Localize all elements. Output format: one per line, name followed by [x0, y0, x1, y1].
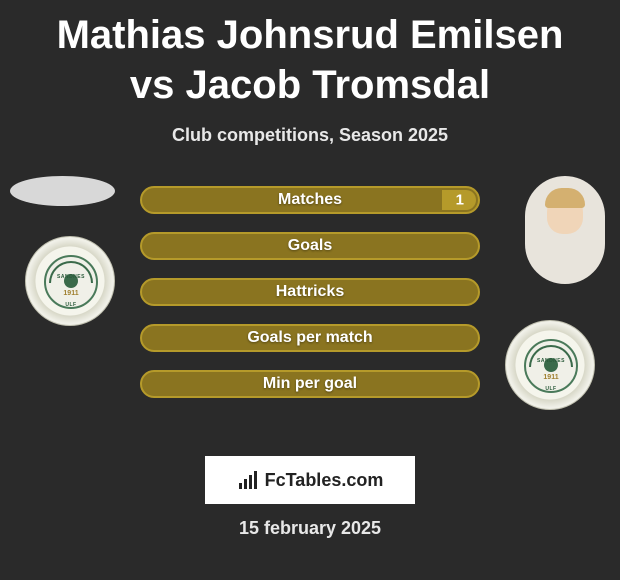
brand-text: FcTables.com [265, 470, 384, 491]
metric-bar-goals-per-match: Goals per match [140, 324, 480, 352]
player-right-avatar [525, 176, 605, 284]
brand-logo: FcTables.com [205, 456, 415, 504]
metric-label: Hattricks [276, 283, 344, 301]
metric-bar-min-per-goal: Min per goal [140, 370, 480, 398]
page-title: Mathias Johnsrud Emilsen vs Jacob Tromsd… [0, 0, 620, 115]
metric-bars: Matches 1 Goals Hattricks Goals per matc… [140, 186, 480, 416]
club-badge-right: SANDNES ULF 1911 [505, 320, 595, 410]
bar-chart-icon [237, 469, 259, 491]
subtitle: Club competitions, Season 2025 [0, 125, 620, 146]
metric-value-right: 1 [456, 192, 464, 209]
metric-bar-matches: Matches 1 [140, 186, 480, 214]
comparison-area: SANDNES ULF 1911 SANDNES ULF 1911 Matche… [0, 186, 620, 446]
metric-label: Goals [288, 237, 332, 255]
metric-label: Min per goal [263, 375, 357, 393]
club-badge-left: SANDNES ULF 1911 [25, 236, 115, 326]
player-left-avatar [10, 176, 115, 206]
metric-bar-hattricks: Hattricks [140, 278, 480, 306]
metric-label: Goals per match [247, 329, 372, 347]
metric-label: Matches [278, 191, 342, 209]
metric-bar-goals: Goals [140, 232, 480, 260]
footer-date: 15 february 2025 [0, 518, 620, 539]
badge-text: SANDNES ULF [529, 345, 573, 367]
badge-text: SANDNES ULF [49, 261, 93, 283]
